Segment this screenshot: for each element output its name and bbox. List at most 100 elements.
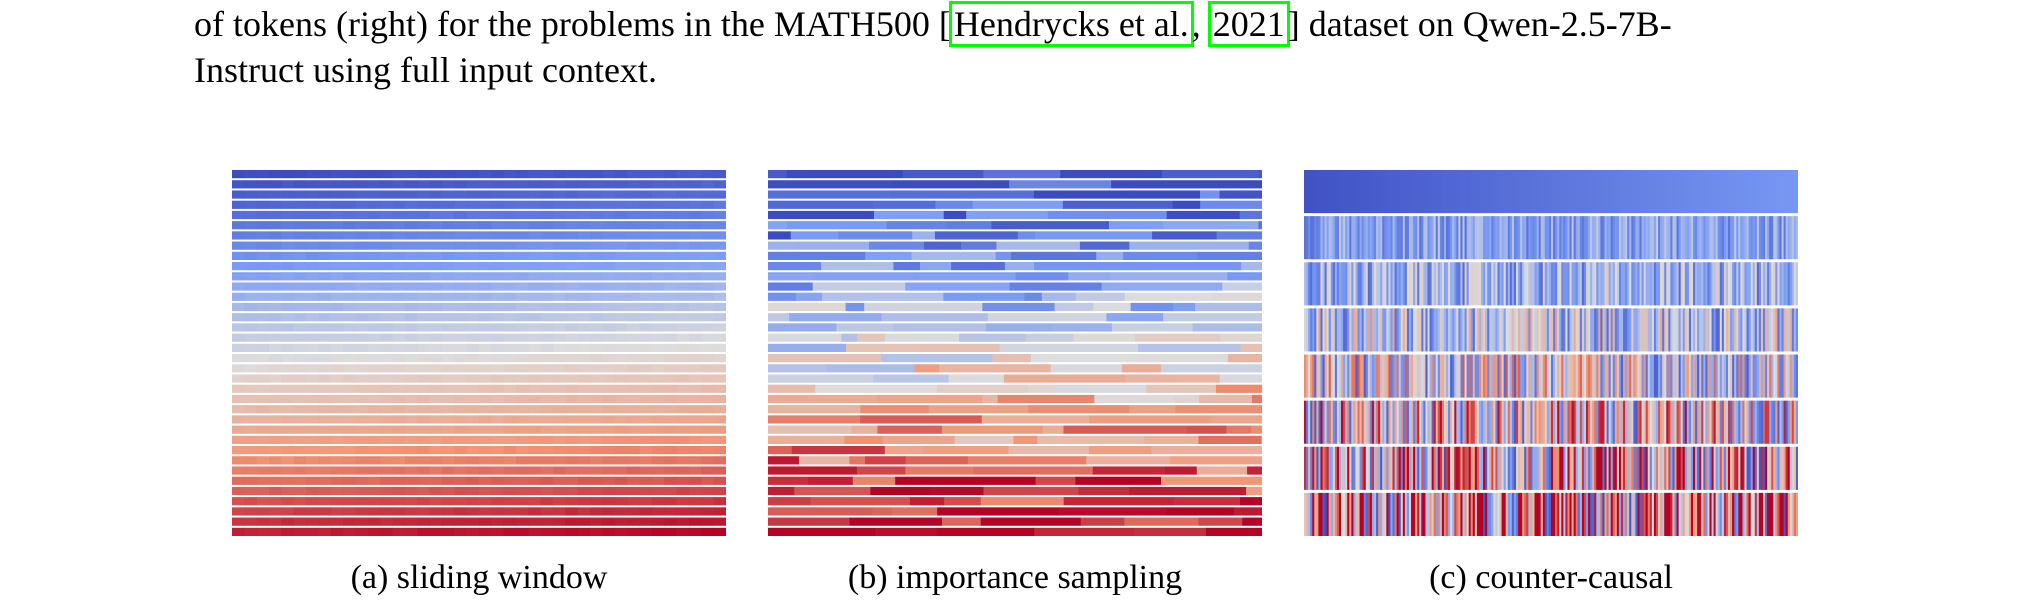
heatmap-cell — [603, 242, 616, 250]
heatmap-cell — [491, 221, 504, 229]
heatmap-segment — [865, 252, 912, 260]
heatmap-cell — [306, 415, 319, 423]
heatmap-cell — [689, 364, 702, 372]
heatmap-cell — [627, 242, 640, 250]
heatmap-cell — [553, 221, 566, 229]
heatmap-cell — [516, 456, 529, 464]
heatmap-cell — [467, 211, 480, 219]
heatmap-cell — [701, 466, 714, 474]
heatmap-cell — [417, 415, 430, 423]
heatmap-cell — [652, 528, 665, 536]
heatmap-cell — [244, 405, 257, 413]
heatmap-cell — [306, 354, 319, 362]
heatmap-cell — [281, 262, 294, 270]
heatmap-cell — [640, 415, 653, 423]
heatmap-segment — [1173, 303, 1195, 311]
heatmap-cell — [405, 180, 418, 188]
heatmap-cell — [640, 282, 653, 290]
heatmap-cell — [590, 201, 603, 209]
heatmap-cell — [454, 262, 467, 270]
heatmap-cell — [380, 405, 393, 413]
heatmap-cell — [244, 170, 257, 178]
heatmap-cell — [306, 221, 319, 229]
heatmap-cell — [603, 272, 616, 280]
heatmap-cell — [430, 303, 443, 311]
heatmap-cell — [652, 303, 665, 311]
heatmap-cell — [565, 323, 578, 331]
heatmap-cell — [528, 518, 541, 526]
heatmap-segment — [838, 231, 912, 239]
heatmap-cell — [479, 528, 492, 536]
heatmap-cell — [257, 528, 270, 536]
heatmap-cell — [504, 446, 517, 454]
heatmap-cell — [640, 272, 653, 280]
heatmap-cell — [541, 344, 554, 352]
heatmap-cell — [615, 374, 628, 382]
heatmap-cell — [331, 497, 344, 505]
heatmap-cell — [257, 231, 270, 239]
heatmap-cell — [565, 201, 578, 209]
heatmap-cell — [553, 415, 566, 423]
heatmap-cell — [257, 242, 270, 250]
heatmap-cell — [553, 487, 566, 495]
heatmap-cell — [578, 466, 591, 474]
heatmap-cell — [393, 180, 406, 188]
heatmap-cell — [331, 323, 344, 331]
heatmap-segment — [1200, 190, 1220, 198]
heatmap-cell — [368, 272, 381, 280]
heatmap-cell — [257, 272, 270, 280]
heatmap-cell — [652, 211, 665, 219]
heatmap-cell — [640, 374, 653, 382]
heatmap-cell — [603, 252, 616, 260]
heatmap-cell — [356, 415, 369, 423]
heatmap-cell — [269, 354, 282, 362]
heatmap-cell — [331, 426, 344, 434]
heatmap-cell — [516, 323, 529, 331]
heatmap-cell — [368, 528, 381, 536]
citation-author-link[interactable]: Hendrycks et al. — [949, 1, 1194, 47]
heatmap-stripe — [1796, 216, 1798, 259]
heatmap-cell — [430, 405, 443, 413]
heatmap-cell — [417, 466, 430, 474]
heatmap-cell — [281, 211, 294, 219]
heatmap-cell — [553, 190, 566, 198]
heatmap-cell — [368, 262, 381, 270]
heatmap-cell — [380, 354, 393, 362]
heatmap-cell — [393, 518, 406, 526]
heatmap-cell — [590, 426, 603, 434]
heatmap-cell — [640, 385, 653, 393]
heatmap-cell — [331, 170, 344, 178]
heatmap-cell — [714, 282, 726, 290]
heatmap-cell — [405, 282, 418, 290]
heatmap-segment — [944, 497, 981, 505]
heatmap-segment — [912, 252, 996, 260]
heatmap-cell — [578, 354, 591, 362]
heatmap-cell — [701, 456, 714, 464]
heatmap-cell — [664, 201, 677, 209]
heatmap-cell — [454, 293, 467, 301]
heatmap-cell — [318, 242, 331, 250]
heatmap-cell — [454, 436, 467, 444]
heatmap-cell — [393, 170, 406, 178]
heatmap-cell — [269, 293, 282, 301]
heatmap-cell — [405, 293, 418, 301]
heatmap-cell — [578, 456, 591, 464]
heatmap-segment — [1251, 426, 1262, 434]
heatmap-cell — [306, 364, 319, 372]
heatmap-cell — [244, 436, 257, 444]
caption-line-1: of tokens (right) for the problems in th… — [194, 2, 1672, 46]
heatmap-cell — [269, 242, 282, 250]
heatmap-cell — [627, 211, 640, 219]
heatmap-cell — [356, 374, 369, 382]
heatmap-cell — [368, 405, 381, 413]
heatmap-cell — [528, 466, 541, 474]
heatmap-cell — [393, 293, 406, 301]
heatmap-cell — [343, 211, 356, 219]
heatmap-cell — [516, 313, 529, 321]
citation-year-link[interactable]: 2021 — [1208, 1, 1290, 47]
heatmap-cell — [603, 528, 616, 536]
heatmap-cell — [306, 426, 319, 434]
heatmap-cell — [430, 466, 443, 474]
heatmap-cell — [677, 415, 690, 423]
heatmap-cell — [244, 497, 257, 505]
